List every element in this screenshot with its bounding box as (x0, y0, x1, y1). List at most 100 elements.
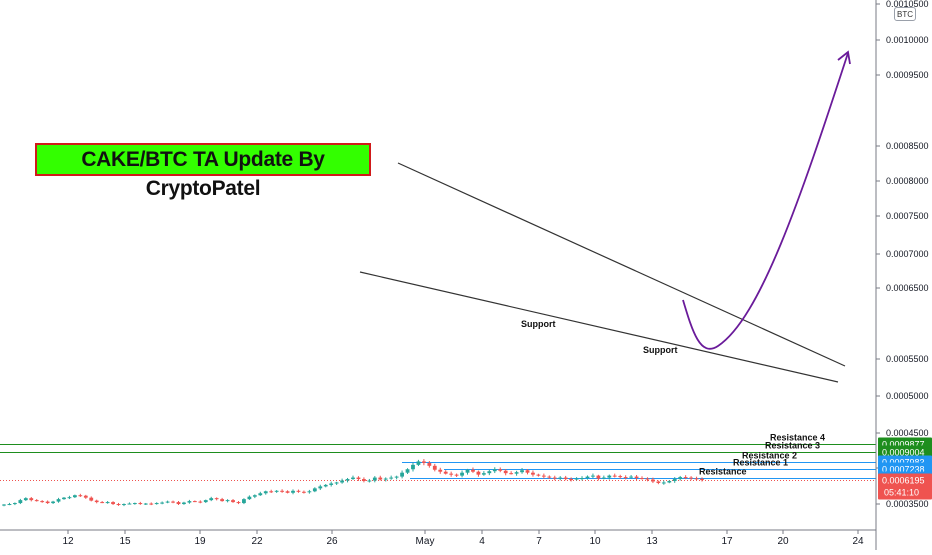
candle-body (351, 477, 355, 480)
candle-body (132, 503, 137, 505)
time-axis-bg (0, 530, 876, 550)
candle (269, 489, 274, 493)
price-tag-text: 0.0009877 (882, 440, 925, 450)
support-label-1: Support (521, 319, 556, 329)
candle (89, 496, 94, 502)
candle (367, 478, 372, 483)
candle (656, 480, 661, 485)
x-tick-label: 13 (646, 536, 658, 547)
candle-body (149, 503, 154, 505)
x-tick-label: 4 (479, 536, 485, 547)
candle-body (122, 504, 126, 506)
candle (307, 489, 312, 494)
candle (154, 502, 159, 505)
candle (672, 477, 677, 483)
candle-body (481, 473, 486, 475)
candle-body (56, 499, 61, 502)
y-tick-label: 0.0006500 (886, 283, 929, 293)
candle (601, 475, 606, 480)
candle (383, 477, 388, 482)
y-tick-label: 0.0010500 (886, 0, 929, 9)
candle-body (323, 484, 328, 487)
candle (62, 497, 66, 500)
candle-body (645, 478, 650, 480)
candle-body (618, 476, 623, 478)
x-tick-label: 24 (852, 536, 864, 547)
candle-body (536, 474, 541, 476)
candle (667, 480, 672, 484)
candle (427, 461, 432, 468)
candle-body (612, 475, 617, 477)
candle (487, 469, 492, 476)
candle-body (220, 499, 225, 502)
resistance-label: Resistance 1 (733, 458, 788, 468)
candle (94, 499, 99, 504)
y-tick-label: 0.0009500 (886, 70, 929, 80)
support-label-2: Support (643, 345, 678, 355)
candle-body (285, 491, 290, 493)
y-tick-label: 0.0008500 (886, 141, 929, 151)
candle (312, 487, 317, 493)
candle-body (302, 491, 306, 493)
y-tick-label: 0.0007500 (886, 211, 929, 221)
candle (503, 469, 508, 476)
candle-body (225, 500, 230, 502)
candle-body (247, 496, 252, 500)
candle (56, 497, 61, 503)
candle-body (492, 469, 497, 472)
candle (280, 489, 285, 493)
candle (569, 477, 574, 482)
candle (51, 500, 55, 504)
last-price-tag (878, 473, 932, 500)
candle (236, 501, 241, 505)
candle (454, 473, 459, 477)
x-tick-label: 20 (777, 536, 789, 547)
currency-chip[interactable]: BTC (894, 7, 916, 21)
candle (182, 501, 186, 505)
candle (596, 474, 601, 481)
candle-body (591, 475, 595, 477)
candle (83, 494, 88, 499)
candle-body (558, 477, 563, 479)
x-tick-label: 12 (62, 536, 74, 547)
candle-body (585, 476, 590, 479)
candle (531, 470, 535, 477)
candle-body (394, 476, 399, 478)
candle (225, 499, 230, 503)
candle (302, 490, 306, 494)
candle-body (83, 495, 88, 498)
candle-body (700, 479, 704, 481)
candle (100, 501, 105, 504)
candle-body (389, 477, 394, 479)
y-tick-label: 0.0004500 (886, 428, 929, 438)
candle (449, 471, 454, 477)
candle-body (552, 477, 557, 479)
candle (127, 502, 132, 505)
candle (509, 471, 514, 475)
candle-body (263, 491, 268, 494)
candle (263, 490, 268, 495)
candle (351, 475, 355, 480)
candle (400, 470, 404, 479)
candle-body (160, 502, 165, 504)
candle-body (514, 472, 519, 474)
x-tick-label: 17 (721, 536, 733, 547)
candle (291, 489, 295, 495)
candle (296, 489, 301, 493)
candle (421, 459, 426, 466)
candle (45, 500, 50, 504)
candle (411, 462, 415, 472)
trend-drawings: Support Support (359, 50, 851, 383)
x-tick-label: 15 (119, 536, 131, 547)
candle (171, 500, 175, 504)
candle-body (89, 497, 94, 501)
candle-body (116, 504, 121, 506)
candle (552, 475, 557, 481)
candle (242, 498, 246, 505)
candle (192, 500, 197, 503)
last-price-countdown: 05:41:10 (884, 488, 919, 498)
candle-body (296, 490, 301, 492)
candle (460, 470, 464, 478)
candle (405, 468, 410, 474)
